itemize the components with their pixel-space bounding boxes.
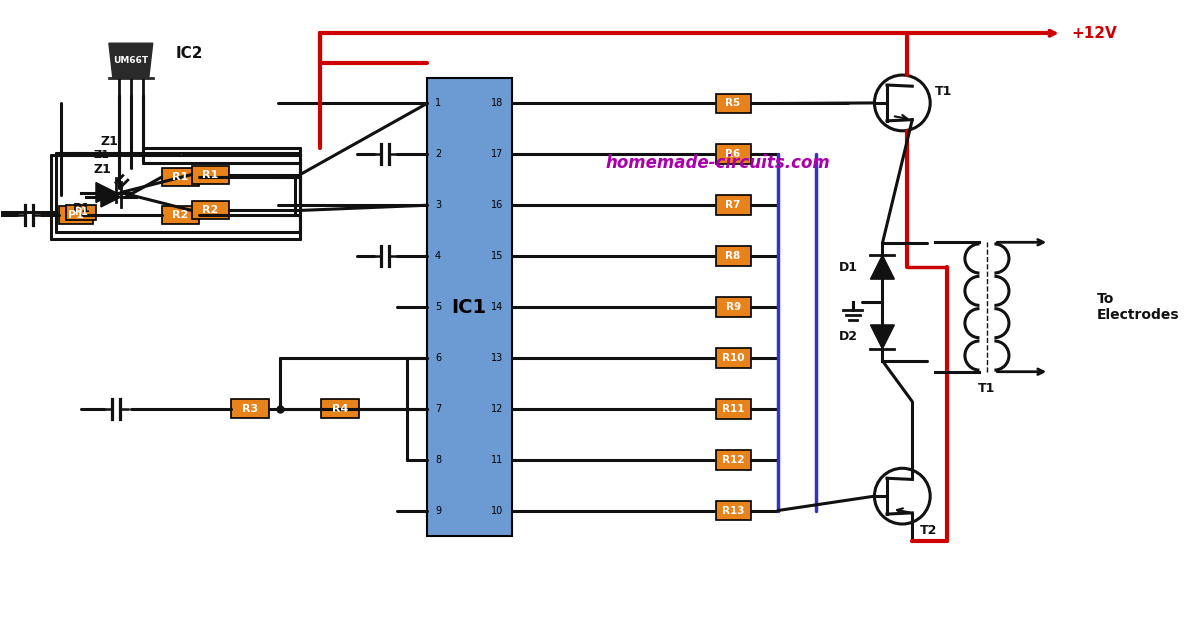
Text: 5: 5 [434,302,442,312]
Text: 10: 10 [491,505,504,516]
Polygon shape [101,187,121,207]
Text: Z1: Z1 [94,150,109,160]
Text: D2: D2 [839,330,858,344]
Text: R3: R3 [242,404,258,414]
Text: 3: 3 [434,201,442,210]
FancyBboxPatch shape [232,399,269,418]
FancyBboxPatch shape [66,205,96,220]
Polygon shape [870,255,894,279]
Text: R1: R1 [173,172,188,182]
Text: R1: R1 [203,170,218,180]
Text: R13: R13 [722,505,744,516]
Text: 18: 18 [491,99,504,109]
Text: R9: R9 [726,302,740,312]
FancyBboxPatch shape [427,78,511,536]
Text: 16: 16 [491,201,504,210]
Text: D1: D1 [839,261,858,274]
Text: 11: 11 [491,455,504,465]
Text: P1: P1 [74,207,88,217]
FancyBboxPatch shape [162,206,199,224]
Text: R6: R6 [726,149,740,159]
Text: 15: 15 [491,251,504,261]
FancyBboxPatch shape [320,399,359,418]
Text: 12: 12 [491,404,504,414]
Text: UM66T: UM66T [113,56,149,65]
Text: R8: R8 [726,251,740,261]
Text: 14: 14 [491,302,504,312]
FancyBboxPatch shape [162,168,199,186]
Text: R12: R12 [722,455,744,465]
Text: 1: 1 [434,99,442,109]
Text: +12V: +12V [1072,26,1117,41]
Text: T2: T2 [920,524,937,537]
Text: 17: 17 [491,149,504,159]
FancyBboxPatch shape [715,399,750,419]
Text: R11: R11 [722,404,744,414]
FancyBboxPatch shape [715,297,750,317]
Text: homemade-circuits.com: homemade-circuits.com [606,154,830,172]
Text: 8: 8 [434,455,442,465]
Text: IC1: IC1 [451,297,487,317]
Text: T1: T1 [978,382,996,395]
Polygon shape [109,43,152,78]
Text: 6: 6 [434,353,442,363]
Text: 2: 2 [434,149,442,159]
Text: P1: P1 [73,202,91,215]
FancyBboxPatch shape [715,144,750,164]
FancyBboxPatch shape [59,206,94,224]
FancyBboxPatch shape [715,196,750,215]
Text: R5: R5 [726,99,740,109]
Text: 4: 4 [434,251,442,261]
FancyBboxPatch shape [715,94,750,114]
Text: R4: R4 [331,404,348,414]
FancyBboxPatch shape [715,500,750,521]
Text: 9: 9 [434,505,442,516]
Text: R2: R2 [173,210,188,220]
Text: Z1: Z1 [101,135,119,147]
Text: 7: 7 [434,404,442,414]
Text: Z1: Z1 [94,163,112,176]
FancyBboxPatch shape [715,246,750,266]
FancyBboxPatch shape [192,165,229,184]
Text: IC2: IC2 [175,46,203,61]
Text: 13: 13 [491,353,504,363]
Text: R10: R10 [722,353,744,363]
Polygon shape [96,183,116,202]
Text: R7: R7 [725,201,740,210]
FancyBboxPatch shape [192,202,229,220]
Text: To
Electrodes: To Electrodes [1097,292,1180,322]
Text: T1: T1 [935,85,953,97]
FancyBboxPatch shape [715,450,750,470]
Text: P1: P1 [68,210,84,220]
FancyBboxPatch shape [715,348,750,368]
Text: R2: R2 [203,205,218,215]
Text: R1: R1 [180,154,182,155]
Polygon shape [870,325,894,349]
